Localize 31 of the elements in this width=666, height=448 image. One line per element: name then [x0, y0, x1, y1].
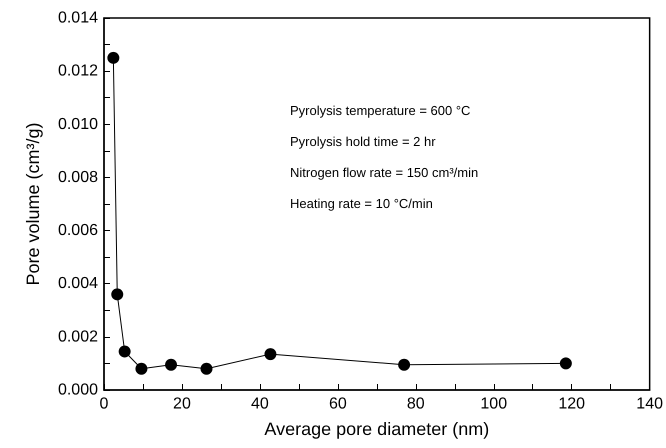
point — [398, 358, 410, 371]
point — [264, 348, 276, 360]
point — [165, 358, 178, 371]
x-tick-label: 100 — [480, 396, 508, 412]
x-tick-label: 20 — [173, 396, 191, 412]
y-tick-label: 0.002 — [58, 328, 98, 346]
x-tick-label: 140 — [636, 396, 664, 412]
y-tick-label: 0.010 — [58, 116, 98, 133]
point — [107, 52, 120, 64]
y-tick-label: 0.000 — [58, 382, 98, 398]
point — [135, 362, 148, 375]
y-tick-label: 0.012 — [58, 62, 98, 80]
x-axis-title: Average pore diameter (nm) — [264, 419, 490, 439]
y-tick-label: 0.004 — [58, 275, 98, 292]
annotation: Pyrolysis hold time = 2 hr — [290, 134, 436, 149]
point — [118, 345, 131, 358]
point — [560, 357, 572, 370]
x-tick-label: 0 — [100, 396, 109, 412]
x-tick-label: 40 — [251, 396, 269, 412]
y-tick-label: 0.008 — [58, 168, 98, 186]
annotation: Nitrogen flow rate = 150 cm³/min — [290, 165, 478, 180]
annotation: Pyrolysis temperature = 600 °C — [290, 103, 470, 118]
x-tick-label: 60 — [328, 396, 347, 412]
annotation: Heating rate = 10 °C/min — [290, 196, 433, 211]
x-tick-label: 80 — [406, 396, 425, 412]
y-axis-title: Pore volume (cm³/g) — [23, 122, 43, 286]
x-tick-label: 120 — [558, 396, 586, 412]
point — [111, 288, 124, 300]
y-tick-label: 0.014 — [58, 10, 98, 26]
point — [200, 362, 213, 375]
y-tick-label: 0.006 — [58, 222, 98, 240]
